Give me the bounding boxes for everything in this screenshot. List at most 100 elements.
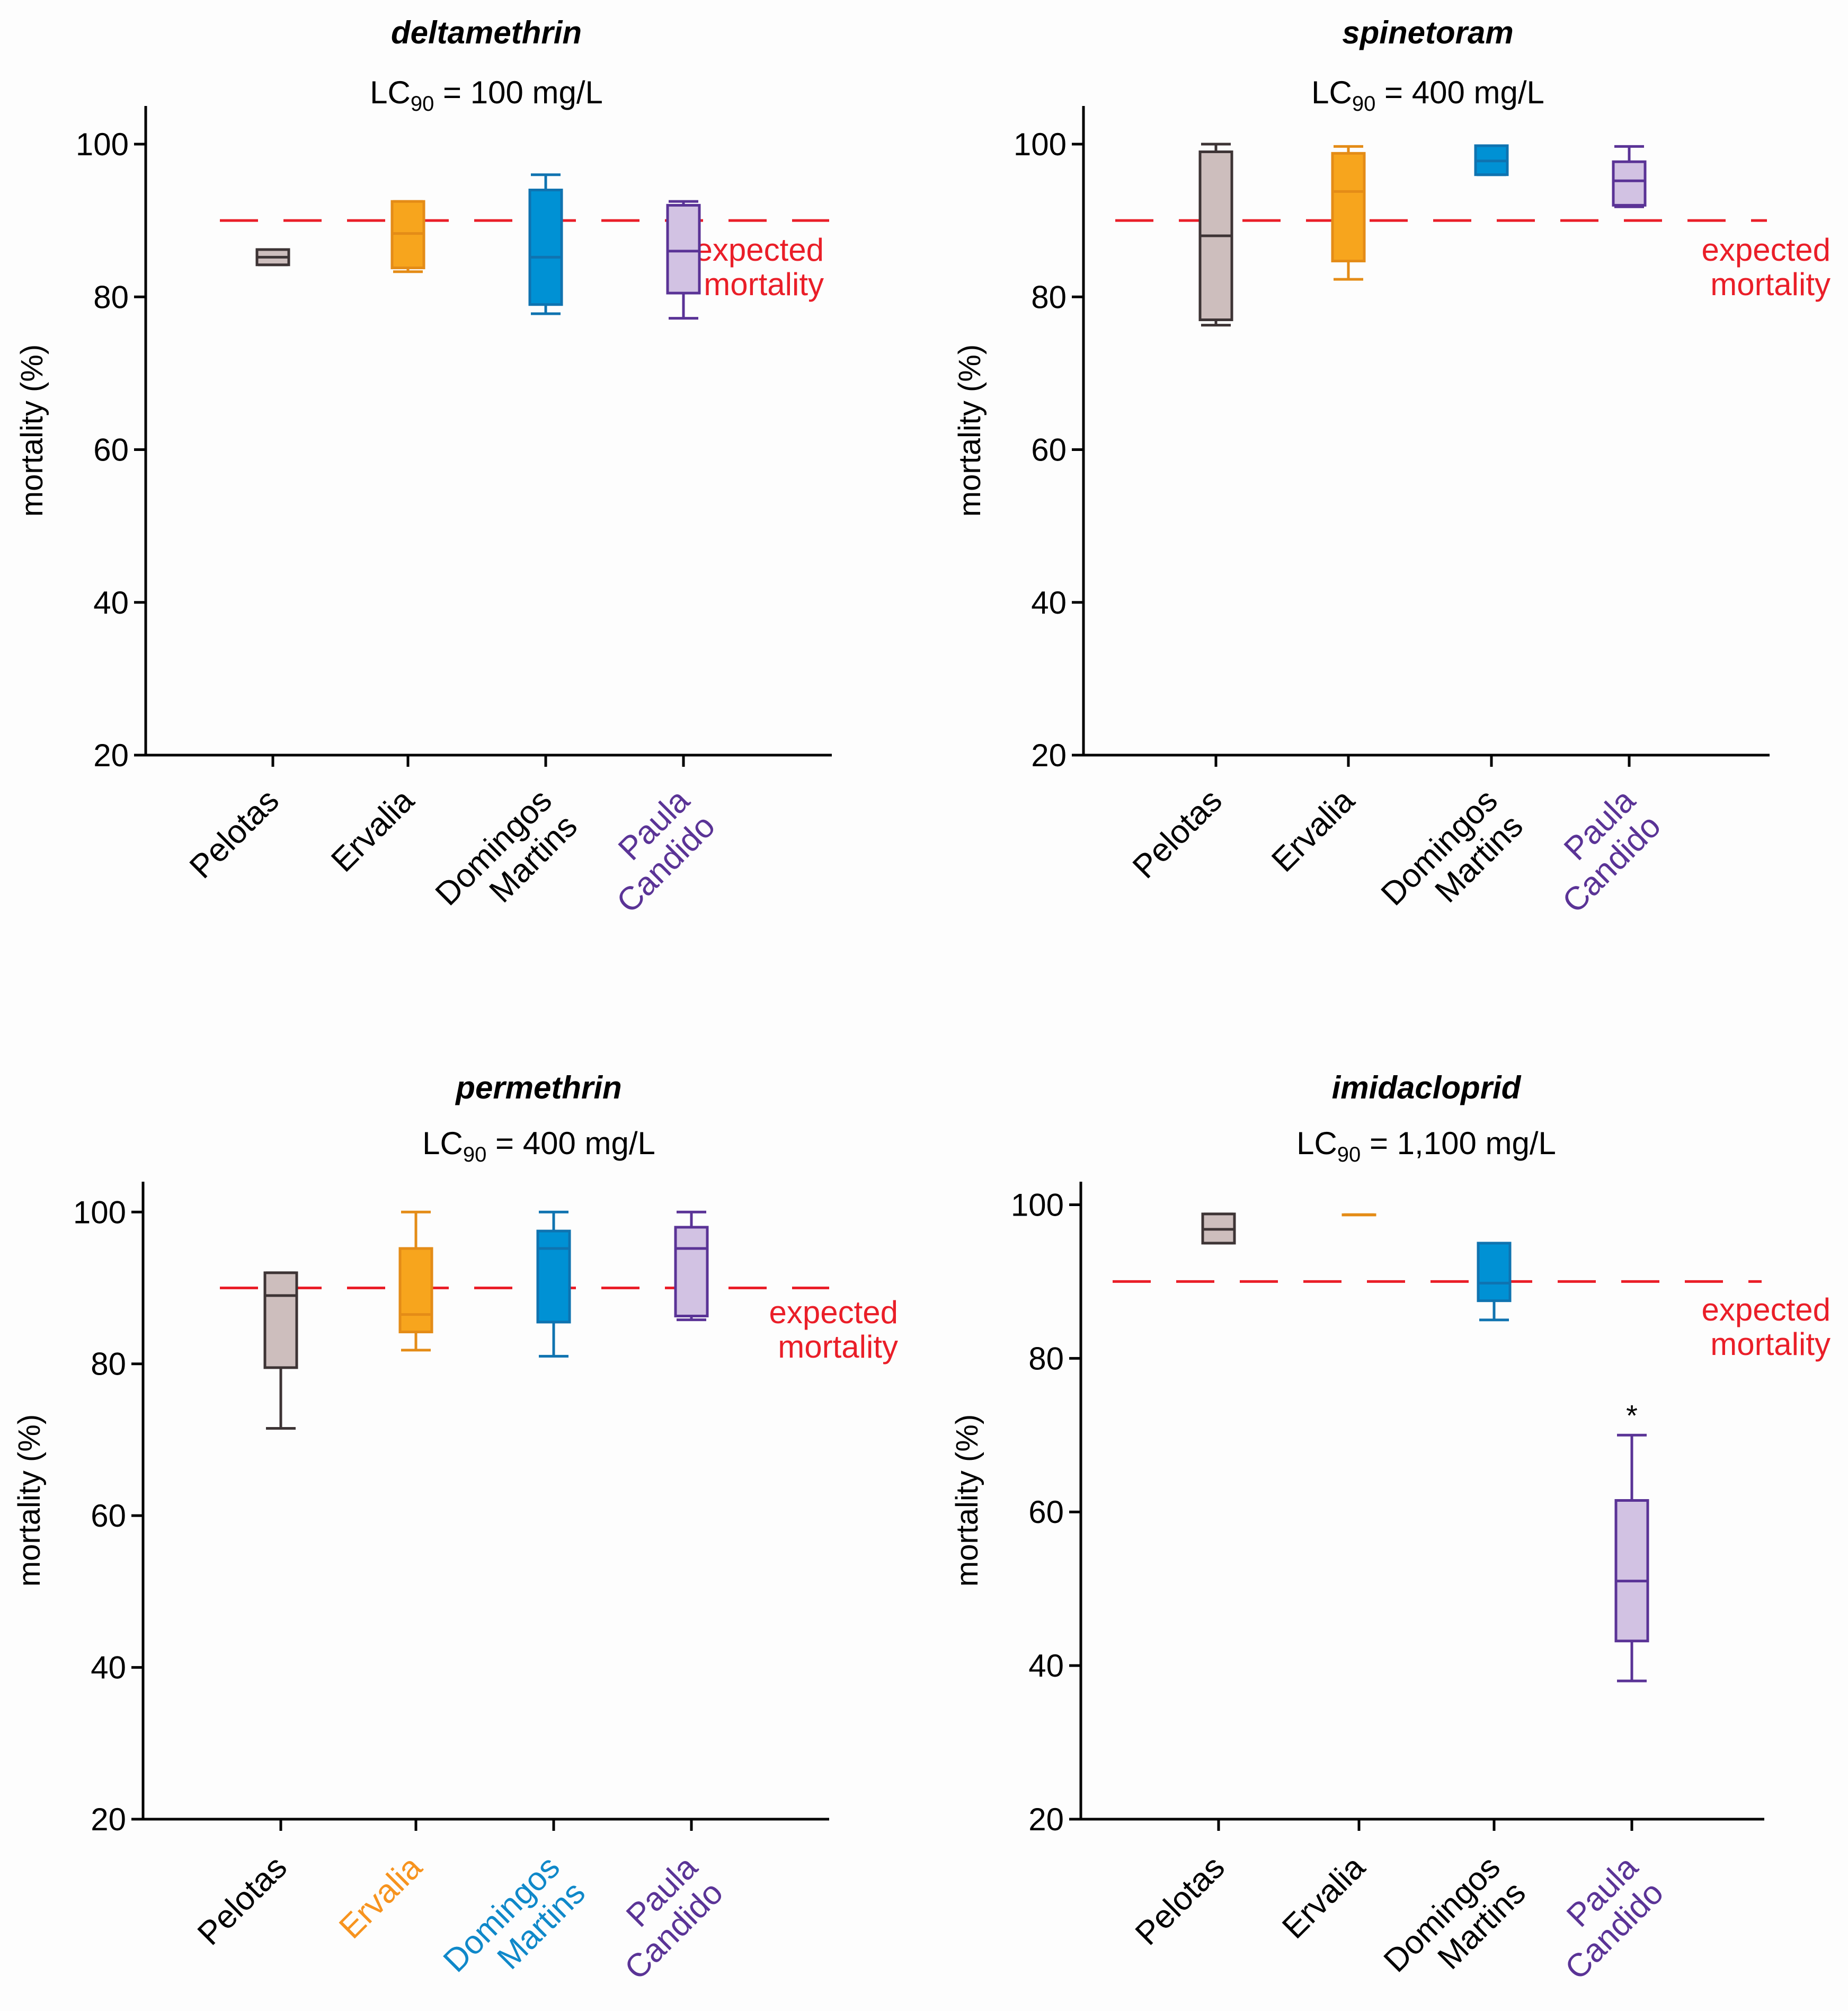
- box-domingos-martins: [1474, 144, 1509, 176]
- y-axis-label: mortality (%): [15, 344, 49, 517]
- y-tick-label: 100: [73, 1194, 126, 1230]
- y-tick-label: 60: [1028, 1494, 1064, 1530]
- iqr-box: [536, 1229, 571, 1324]
- iqr-box: [398, 1247, 433, 1334]
- subtitle-suffix: = 1,100 mg/L: [1361, 1126, 1556, 1161]
- iqr-box: [1612, 160, 1647, 207]
- expected-mortality-label: expected: [695, 232, 824, 268]
- expected-mortality-label: mortality: [1710, 267, 1831, 302]
- chart-title: spinetoram: [1342, 15, 1513, 50]
- x-category-label: DomingosMartins: [429, 782, 584, 938]
- box-domingos-martins: [1477, 1242, 1512, 1322]
- subtitle-prefix: LC: [422, 1126, 463, 1161]
- box-pelotas: [255, 248, 290, 267]
- x-category-label: Pelotas: [183, 782, 286, 885]
- subtitle-prefix: LC: [1296, 1126, 1337, 1161]
- chart-subtitle: LC90 = 400 mg/L: [1311, 75, 1544, 116]
- x-category-line: Pelotas: [1126, 782, 1229, 885]
- y-tick-label: 60: [93, 432, 129, 468]
- x-category-line: Ervalia: [324, 782, 421, 879]
- box-ervalia: [398, 1210, 433, 1352]
- y-tick-label: 80: [1031, 279, 1067, 315]
- x-category-line: Pelotas: [1129, 1849, 1232, 1952]
- chart-subtitle: LC90 = 1,100 mg/L: [1296, 1126, 1556, 1166]
- subtitle-subscript: 90: [411, 92, 434, 116]
- x-category-label: PaulaCandido: [592, 1849, 731, 1987]
- box-domingos-martins: [536, 1210, 571, 1358]
- subtitle-subscript: 90: [1337, 1143, 1361, 1166]
- chart-title: deltamethrin: [391, 15, 582, 50]
- y-tick-label: 40: [1031, 585, 1067, 621]
- chart-subtitle: LC90 = 400 mg/L: [422, 1126, 655, 1166]
- chart-title: permethrin: [455, 1070, 621, 1105]
- box-pelotas: [263, 1271, 298, 1430]
- chart-panel-spinetoram: spinetoram LC90 = 400 mg/L 20 40 60 80 100 mort…: [953, 15, 1831, 938]
- expected-mortality-label: expected: [769, 1295, 898, 1330]
- y-tick-label: 60: [91, 1498, 126, 1534]
- x-category-label: PaulaCandido: [1533, 1849, 1671, 1987]
- x-category-label: PaulaCandido: [584, 782, 723, 920]
- significance-marker: *: [1626, 1398, 1638, 1432]
- subtitle-prefix: LC: [370, 75, 411, 110]
- y-axis-label: mortality (%): [12, 1414, 47, 1587]
- iqr-box: [674, 1226, 709, 1317]
- box-pelotas: [1198, 143, 1233, 327]
- x-category-line: Pelotas: [191, 1849, 294, 1952]
- subtitle-subscript: 90: [463, 1143, 487, 1166]
- expected-mortality-label: mortality: [704, 267, 824, 302]
- box-ervalia: [1331, 145, 1366, 281]
- x-category-label: Pelotas: [1126, 782, 1229, 885]
- expected-mortality-label: mortality: [778, 1329, 898, 1365]
- x-category-label: Pelotas: [191, 1849, 294, 1952]
- x-category-label: DomingosMartins: [437, 1849, 592, 2005]
- x-category-label: DomingosMartins: [1374, 782, 1530, 938]
- chart-title: imidacloprid: [1332, 1070, 1522, 1105]
- subtitle-prefix: LC: [1311, 75, 1352, 110]
- x-category-label: Ervalia: [1265, 782, 1362, 879]
- x-category-label: Ervalia: [332, 1849, 429, 1946]
- expected-mortality-label: mortality: [1710, 1326, 1831, 1362]
- x-category-label: DomingosMartins: [1377, 1849, 1533, 2005]
- y-tick-label: 100: [1011, 1187, 1064, 1222]
- chart-panel-deltamethrin: deltamethrin LC90 = 100 mg/L 20 40 60 80 100 mo…: [15, 15, 832, 938]
- x-category-line: Ervalia: [1275, 1849, 1372, 1946]
- iqr-box: [1614, 1499, 1649, 1643]
- subtitle-subscript: 90: [1352, 92, 1376, 116]
- box-paula-candido: [1614, 1433, 1649, 1682]
- box-domingos-martins: [528, 173, 563, 315]
- y-tick-label: 40: [91, 1650, 126, 1686]
- subtitle-suffix: = 100 mg/L: [434, 75, 603, 110]
- box-paula-candido: [674, 1210, 709, 1322]
- y-tick-label: 40: [93, 585, 129, 621]
- iqr-box: [528, 189, 563, 306]
- chart-panel-imidacloprid: imidacloprid LC90 = 1,100 mg/L 20 40 60 80 100…: [950, 1070, 1831, 2005]
- box-paula-candido: [1612, 145, 1647, 208]
- x-category-label: Pelotas: [1129, 1849, 1232, 1952]
- x-category-line: Ervalia: [1265, 782, 1362, 879]
- x-category-line: Ervalia: [332, 1849, 429, 1946]
- y-tick-label: 20: [93, 738, 129, 773]
- box-ervalia: [390, 200, 425, 273]
- subtitle-suffix: = 400 mg/L: [486, 1126, 655, 1161]
- y-tick-label: 100: [1014, 127, 1067, 162]
- y-tick-label: 80: [93, 279, 129, 315]
- y-tick-label: 60: [1031, 432, 1067, 468]
- x-category-label: PaulaCandido: [1530, 782, 1668, 920]
- chart-subtitle: LC90 = 100 mg/L: [370, 75, 603, 116]
- y-tick-label: 80: [91, 1346, 126, 1382]
- subtitle-suffix: = 400 mg/L: [1375, 75, 1544, 110]
- y-tick-label: 80: [1028, 1341, 1064, 1376]
- y-tick-label: 40: [1028, 1648, 1064, 1684]
- chart-panel-permethrin: permethrin LC90 = 400 mg/L 20 40 60 80 100 mort…: [12, 1070, 898, 2005]
- expected-mortality-label: expected: [1701, 1292, 1831, 1327]
- box-pelotas: [1201, 1212, 1236, 1245]
- y-tick-label: 20: [91, 1802, 126, 1837]
- iqr-box: [1477, 1242, 1512, 1303]
- y-axis-label: mortality (%): [953, 344, 987, 517]
- expected-mortality-label: expected: [1701, 232, 1831, 268]
- y-tick-label: 20: [1028, 1802, 1064, 1837]
- x-category-label: Ervalia: [324, 782, 421, 879]
- iqr-box: [666, 203, 701, 295]
- y-tick-label: 20: [1031, 738, 1067, 773]
- x-category-line: Pelotas: [183, 782, 286, 885]
